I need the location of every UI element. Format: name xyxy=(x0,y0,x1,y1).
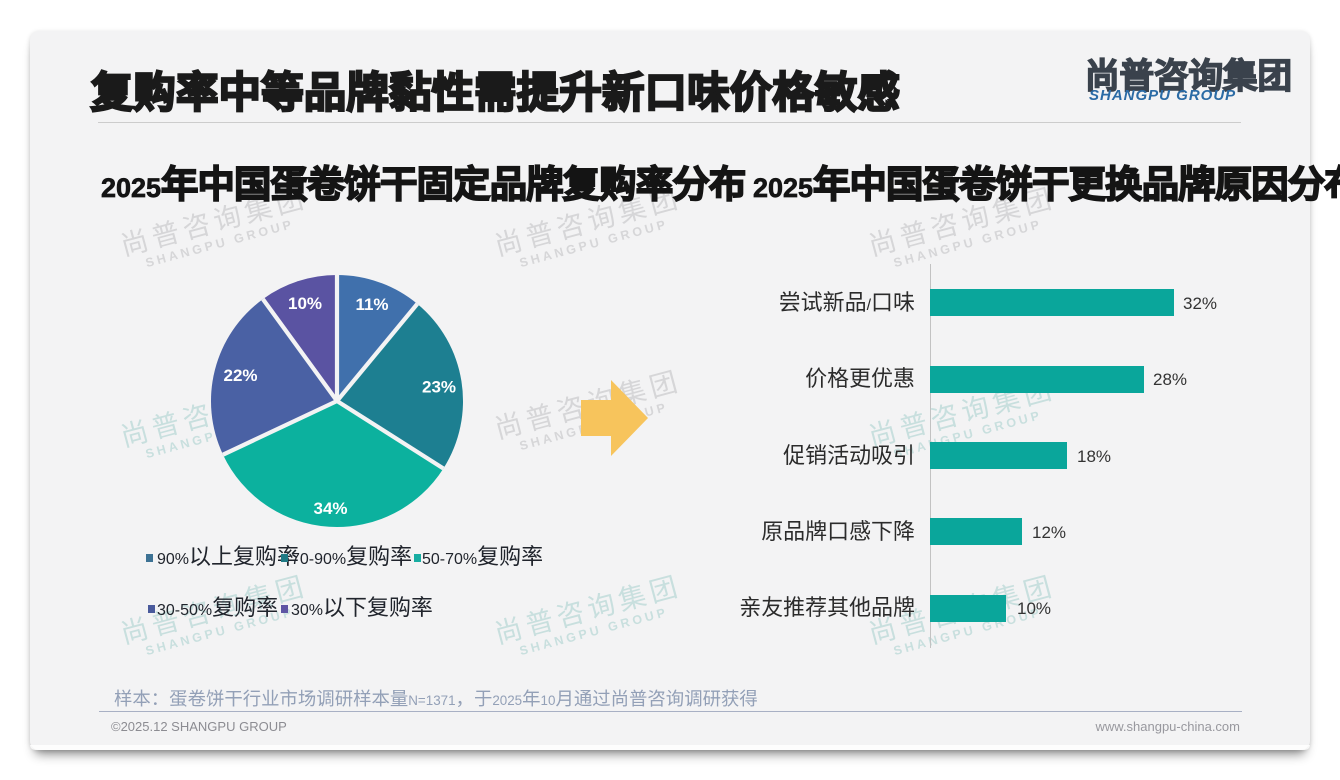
svg-text:11%: 11% xyxy=(355,295,388,314)
svg-text:23%: 23% xyxy=(422,378,456,397)
svg-text:34%: 34% xyxy=(313,499,347,518)
svg-text:22%: 22% xyxy=(223,366,257,385)
svg-text:10%: 10% xyxy=(288,294,322,313)
